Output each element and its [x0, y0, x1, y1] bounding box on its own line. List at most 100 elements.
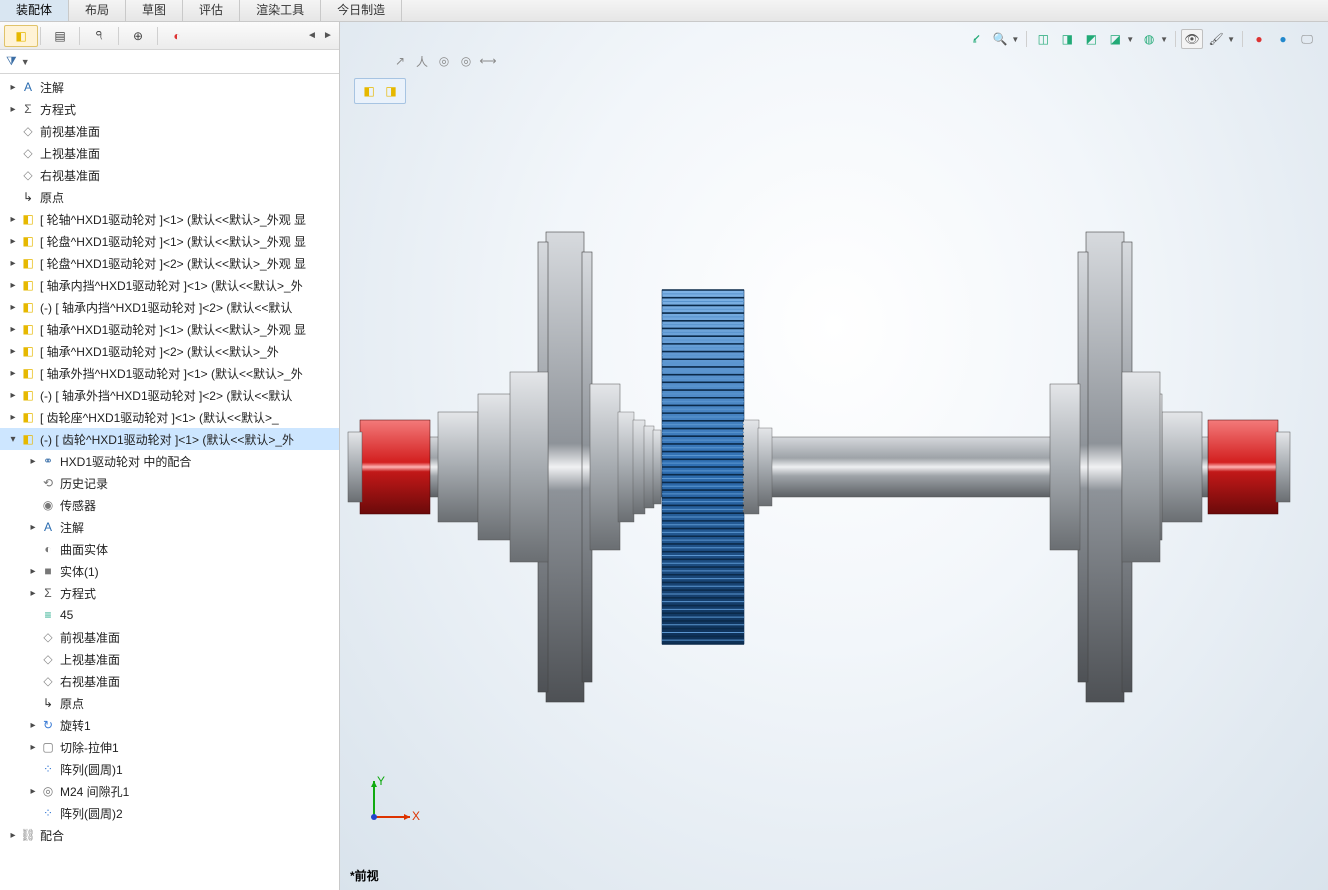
tree-item-32[interactable]: ▸◎M24 间隙孔1	[0, 780, 339, 802]
sensor-icon: ◉	[40, 497, 56, 513]
assembly-icon[interactable]: ◧	[4, 25, 38, 47]
tree-item-11[interactable]: ▸◧[ 轴承^HXD1驱动轮对 ]<1> (默认<<默认>_外观 显	[0, 318, 339, 340]
tree-twisty-13[interactable]: ▸	[6, 368, 20, 379]
tree-twisty-1[interactable]: ▸	[6, 104, 20, 115]
tree-item-20[interactable]: ▸A注解	[0, 516, 339, 538]
tree-item-26[interactable]: ◇上视基准面	[0, 648, 339, 670]
tree-twisty-9[interactable]: ▸	[6, 280, 20, 291]
tree-twisty-11[interactable]: ▸	[6, 324, 20, 335]
tree-label-24: 45	[60, 608, 73, 622]
tree-twisty-29[interactable]: ▸	[26, 720, 40, 731]
mate-group-icon: ⛓	[20, 827, 36, 843]
tree-label-21: 曲面实体	[60, 541, 108, 558]
tree-label-3: 上视基准面	[40, 145, 100, 162]
tree-item-8[interactable]: ▸◧[ 轮盘^HXD1驱动轮对 ]<2> (默认<<默认>_外观 显	[0, 252, 339, 274]
tree-twisty-32[interactable]: ▸	[26, 786, 40, 797]
tree-display-icon[interactable]: ੧	[82, 25, 116, 47]
tree-filter-row[interactable]: ⧩ ▼	[0, 50, 339, 74]
panel-next-icon[interactable]: ►	[321, 29, 335, 43]
tree-twisty-7[interactable]: ▸	[6, 236, 20, 247]
tree-item-27[interactable]: ◇右视基准面	[0, 670, 339, 692]
tree-item-31[interactable]: ⁘阵列(圆周)1	[0, 758, 339, 780]
tree-item-mates[interactable]: ▸⛓配合	[0, 824, 339, 846]
tree-item-24[interactable]: ≡45	[0, 604, 339, 626]
tree-item-25[interactable]: ◇前视基准面	[0, 626, 339, 648]
tree-twisty-mates[interactable]: ▸	[6, 830, 20, 841]
tree-item-22[interactable]: ▸■实体(1)	[0, 560, 339, 582]
tree-twisty-23[interactable]: ▸	[26, 588, 40, 599]
cmd-tab-1[interactable]: 布局	[69, 0, 126, 21]
tree-twisty-10[interactable]: ▸	[6, 302, 20, 313]
cmd-tab-2[interactable]: 草图	[126, 0, 183, 21]
tree-item-7[interactable]: ▸◧[ 轮盘^HXD1驱动轮对 ]<1> (默认<<默认>_外观 显	[0, 230, 339, 252]
tree-item-1[interactable]: ▸Σ方程式	[0, 98, 339, 120]
plane-icon: ◇	[20, 145, 36, 161]
appearance-icon[interactable]: ◐	[160, 25, 194, 47]
tree-twisty-16[interactable]: ▾	[6, 434, 20, 445]
feature-tree: ▸A注解▸Σ方程式◇前视基准面◇上视基准面◇右视基准面↳原点▸◧[ 轮轴^HXD…	[0, 74, 339, 890]
plane-icon: ◇	[40, 673, 56, 689]
part-icon: ◧	[20, 409, 36, 425]
tree-twisty-17[interactable]: ▸	[26, 456, 40, 467]
tree-label-9: [ 轴承内挡^HXD1驱动轮对 ]<1> (默认<<默认>_外	[40, 277, 303, 294]
tree-item-0[interactable]: ▸A注解	[0, 76, 339, 98]
tree-twisty-14[interactable]: ▸	[6, 390, 20, 401]
tree-twisty-20[interactable]: ▸	[26, 522, 40, 533]
cmd-tab-4[interactable]: 渲染工具	[240, 0, 321, 21]
tree-twisty-12[interactable]: ▸	[6, 346, 20, 357]
part-icon: ◧	[20, 277, 36, 293]
tree-twisty-6[interactable]: ▸	[6, 214, 20, 225]
tree-item-29[interactable]: ▸↻旋转1	[0, 714, 339, 736]
panel-prev-icon[interactable]: ◄	[305, 29, 319, 43]
tree-item-19[interactable]: ◉传感器	[0, 494, 339, 516]
tree-item-9[interactable]: ▸◧[ 轴承内挡^HXD1驱动轮对 ]<1> (默认<<默认>_外	[0, 274, 339, 296]
cmd-tab-0[interactable]: 装配体	[0, 0, 69, 21]
tree-label-32: M24 间隙孔1	[60, 783, 129, 800]
filter-dropdown-icon[interactable]: ▼	[21, 57, 30, 67]
tree-item-30[interactable]: ▸▢切除-拉伸1	[0, 736, 339, 758]
tree-twisty-8[interactable]: ▸	[6, 258, 20, 269]
view-orientation-label: 前视	[350, 867, 379, 884]
tree-item-13[interactable]: ▸◧[ 轴承外挡^HXD1驱动轮对 ]<1> (默认<<默认>_外	[0, 362, 339, 384]
tree-item-28[interactable]: ↳原点	[0, 692, 339, 714]
model-view[interactable]	[340, 22, 1328, 890]
tree-label-1: 方程式	[40, 101, 76, 118]
tree-item-23[interactable]: ▸Σ方程式	[0, 582, 339, 604]
tree-item-33[interactable]: ⁘阵列(圆周)2	[0, 802, 339, 824]
tree-label-27: 右视基准面	[60, 673, 120, 690]
tree-item-12[interactable]: ▸◧[ 轴承^HXD1驱动轮对 ]<2> (默认<<默认>_外	[0, 340, 339, 362]
tree-item-16[interactable]: ▾◧(-) [ 齿轮^HXD1驱动轮对 ]<1> (默认<<默认>_外	[0, 428, 339, 450]
tree-label-13: [ 轴承外挡^HXD1驱动轮对 ]<1> (默认<<默认>_外	[40, 365, 303, 382]
tree-item-6[interactable]: ▸◧[ 轮轴^HXD1驱动轮对 ]<1> (默认<<默认>_外观 显	[0, 208, 339, 230]
tree-twisty-15[interactable]: ▸	[6, 412, 20, 423]
surface-icon: ◐	[40, 541, 56, 557]
config-icon[interactable]: ▤	[43, 25, 77, 47]
part-icon: ◧	[20, 431, 36, 447]
tree-item-3[interactable]: ◇上视基准面	[0, 142, 339, 164]
part-icon: ◧	[20, 387, 36, 403]
tree-item-21[interactable]: ◐曲面实体	[0, 538, 339, 560]
target-icon[interactable]: ⊕	[121, 25, 155, 47]
tree-item-4[interactable]: ◇右视基准面	[0, 164, 339, 186]
tree-twisty-30[interactable]: ▸	[26, 742, 40, 753]
tree-item-17[interactable]: ▸⚭HXD1驱动轮对 中的配合	[0, 450, 339, 472]
tree-twisty-0[interactable]: ▸	[6, 82, 20, 93]
tree-twisty-22[interactable]: ▸	[26, 566, 40, 577]
tree-label-14: (-) [ 轴承外挡^HXD1驱动轮对 ]<2> (默认<<默认	[40, 387, 292, 404]
graphics-area[interactable]: ⭹🔍▼◫◨◩◪▼◍▼👁🖌▼●●🖵 ↗人◎◎⟷ ◧ ◨	[340, 22, 1328, 890]
tree-item-2[interactable]: ◇前视基准面	[0, 120, 339, 142]
tree-item-10[interactable]: ▸◧(-) [ 轴承内挡^HXD1驱动轮对 ]<2> (默认<<默认	[0, 296, 339, 318]
history-icon: ⟲	[40, 475, 56, 491]
tree-item-5[interactable]: ↳原点	[0, 186, 339, 208]
cmd-tab-3[interactable]: 评估	[183, 0, 240, 21]
cmd-tab-5[interactable]: 今日制造	[321, 0, 402, 21]
part-icon: ◧	[20, 321, 36, 337]
tree-item-18[interactable]: ⟲历史记录	[0, 472, 339, 494]
feature-manager-panel: ◧▤੧⊕◐ ◄ ► ⧩ ▼ ▸A注解▸Σ方程式◇前视基准面◇上视基准面◇右视基准…	[0, 22, 340, 890]
part-icon: ◧	[20, 365, 36, 381]
tree-item-15[interactable]: ▸◧[ 齿轮座^HXD1驱动轮对 ]<1> (默认<<默认>_	[0, 406, 339, 428]
tree-label-18: 历史记录	[60, 475, 108, 492]
part-icon: ◧	[20, 233, 36, 249]
part-icon: ◧	[20, 211, 36, 227]
tree-item-14[interactable]: ▸◧(-) [ 轴承外挡^HXD1驱动轮对 ]<2> (默认<<默认	[0, 384, 339, 406]
